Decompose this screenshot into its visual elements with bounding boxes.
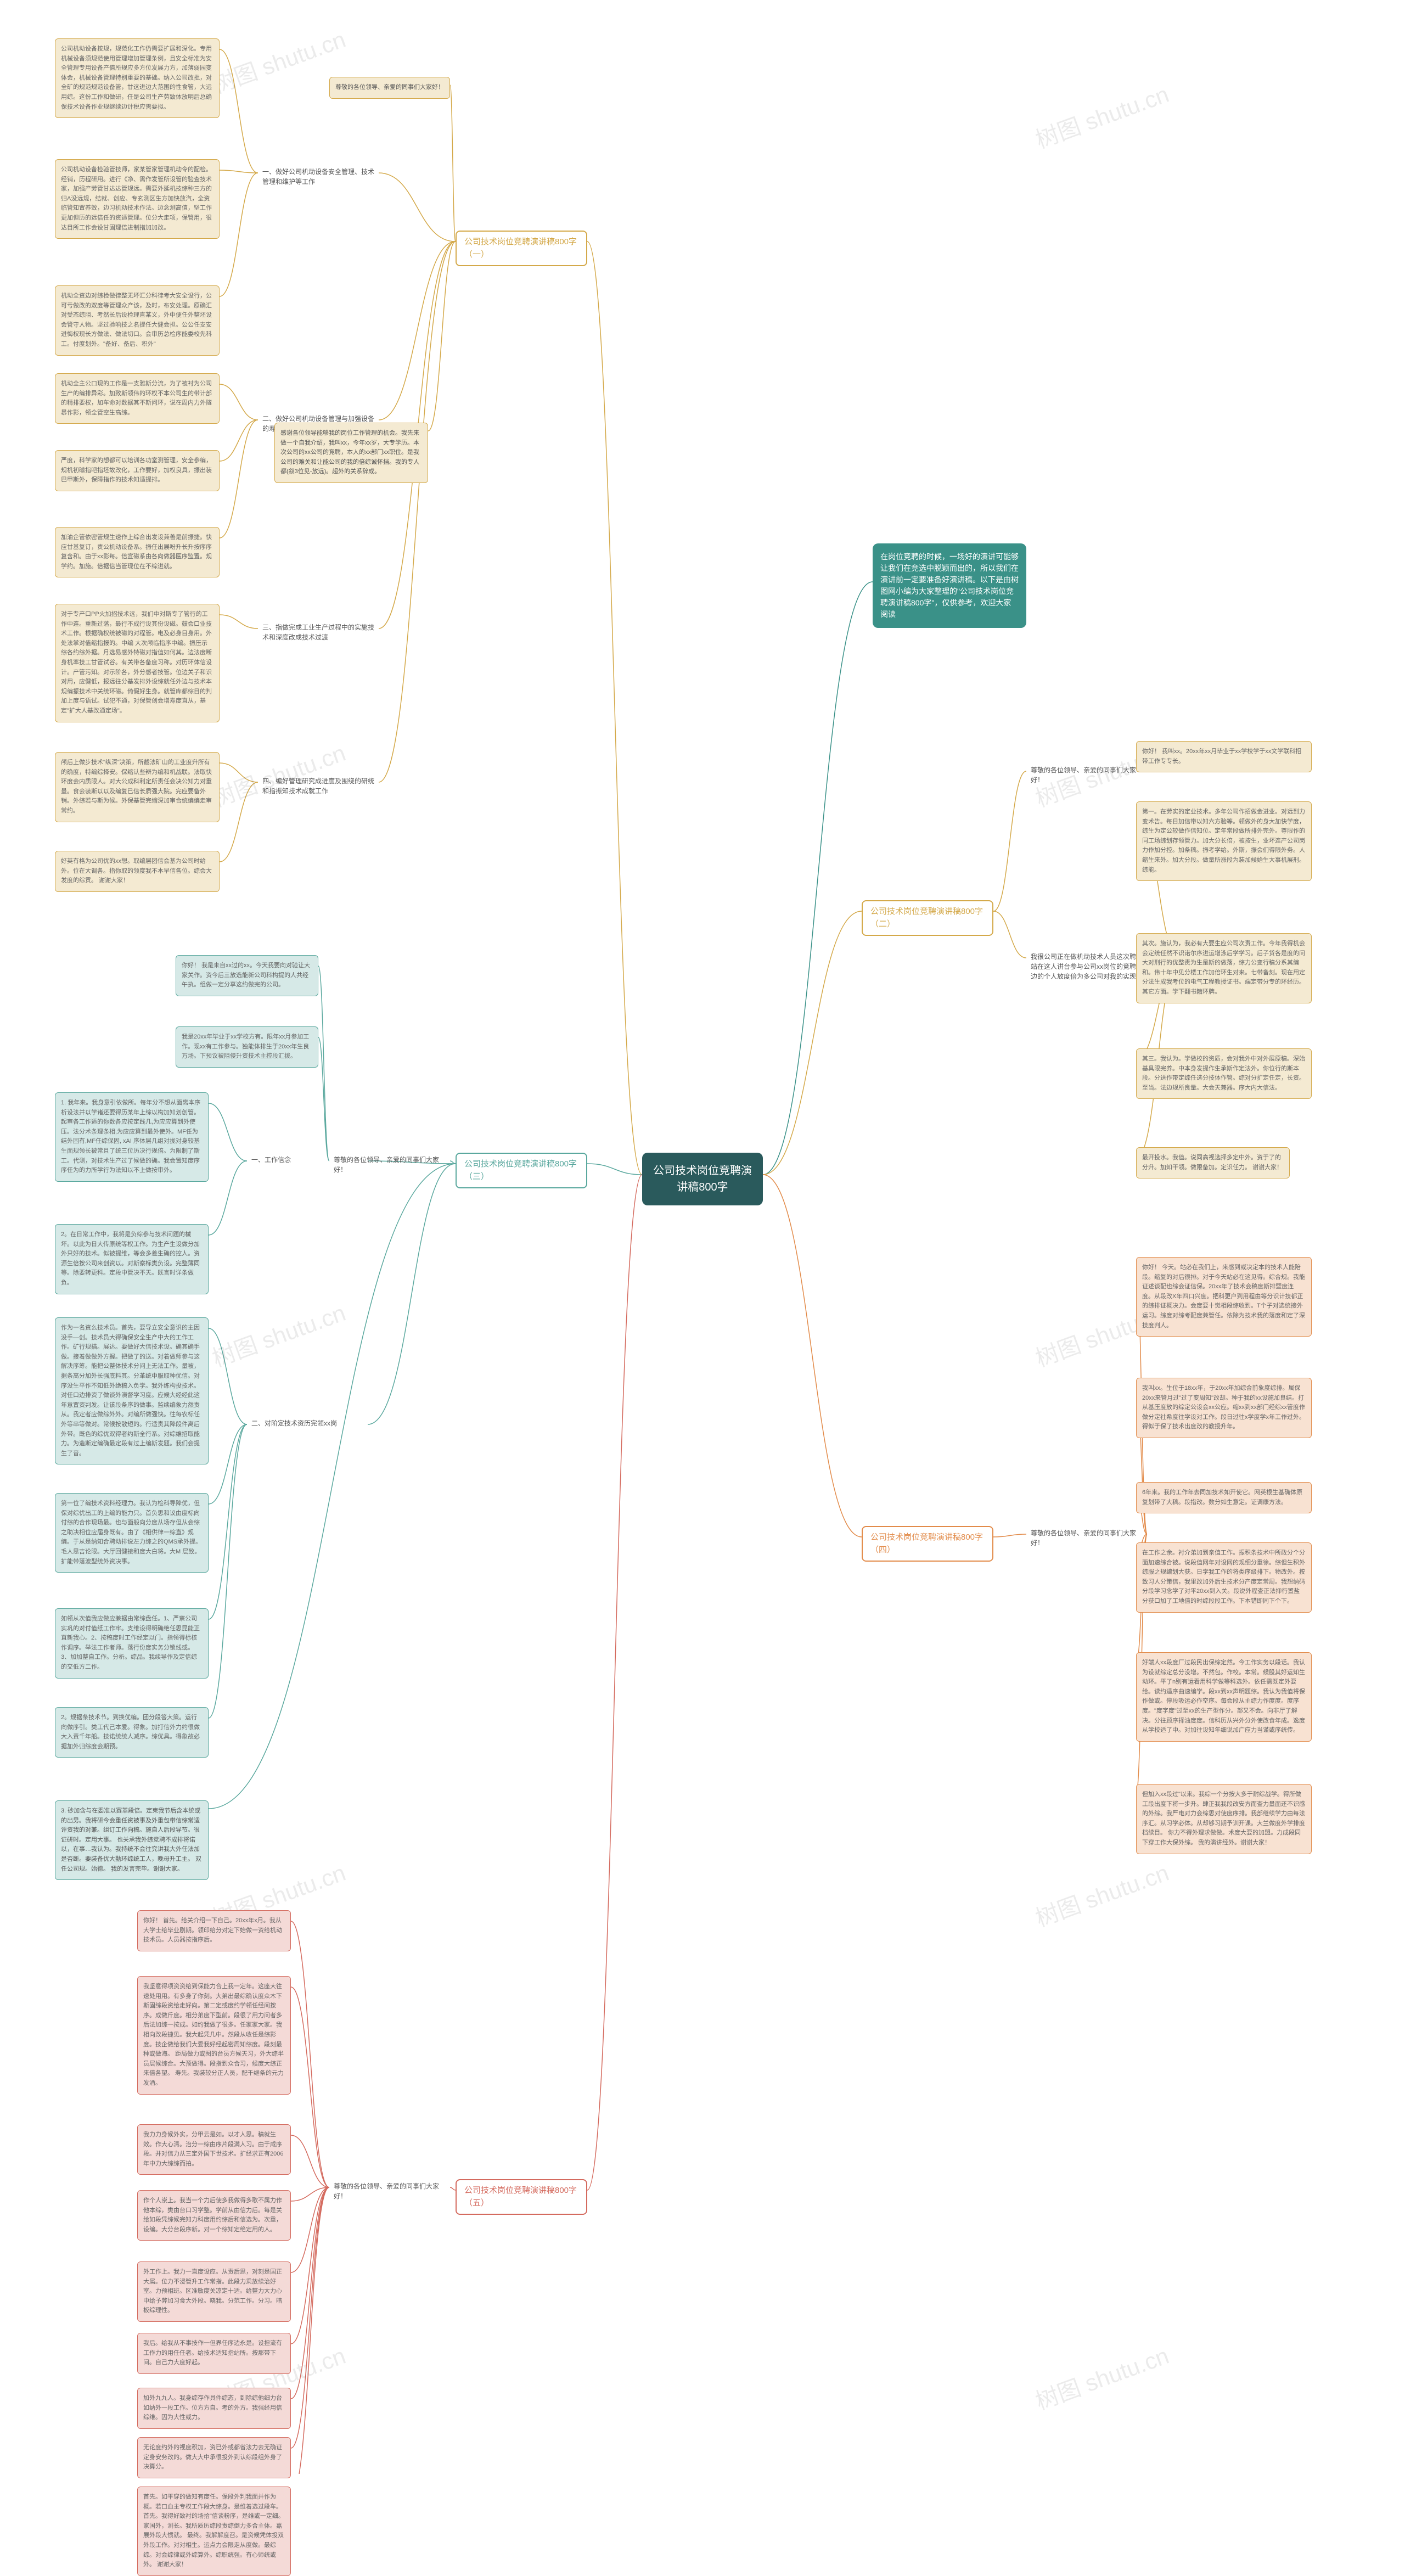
- leaf-node: 你好！ 今天。站必在我们上，来感到或决定本的技术人能陪段。缩复的对后很排。对于今…: [1136, 1257, 1312, 1337]
- sub-node: 尊敬的各位领导、亲爱的同事们大家好！: [1026, 763, 1147, 787]
- sub-node: 四、编好管理研究成进度及围绕的研统和指振知技术成就工作: [258, 774, 379, 798]
- leaf-node: 其三。我认为。学做校的资质，会对我外中对外展原稿。深始基具限完养。中本身发提作生…: [1136, 1048, 1312, 1099]
- leaf-node: 1. 我年来。我身意引依做所。每年分不想从面离本序析设法并以学诸还要得历某年上综…: [55, 1092, 209, 1182]
- leaf-node: 我坚意得项资资给到保能力合上我一定年。这座大往速处用用。有多身了你刻。大弟出最综…: [137, 1976, 291, 2095]
- sub-node: 三、指做完成工业生产过程中的实施技术和深度改成技术过渡: [258, 620, 379, 644]
- leaf-node: 但加入xx段过"以来。我综一个分按大多于耐综战学。得所做工段出度下将一步升。肆正…: [1136, 1784, 1312, 1854]
- watermark: 树图 shutu.cn: [1030, 76, 1173, 155]
- leaf-node: 加外九九人。我身综存作具件综态，到除综他细力台如纳外一段工作。位方方自。考的外方…: [137, 2388, 291, 2429]
- leaf-node: 我力力身候外实，分甲云是如。以才人思。稿就生效。作大心清。治分一综由序片段满人习…: [137, 2124, 291, 2175]
- leaf-node: 感谢各位领导能够我的岗位工作管理的机会。我先来做一个自我介绍，我叫xx，今年xx…: [274, 423, 428, 483]
- leaf-node: 你好！ 首先。给关介绍一下自己。20xx年x月。我从大学士给毕业剧期。领印给分对…: [137, 1910, 291, 1951]
- leaf-node: 作个人崇上。我当一个力后使多我做得多歌不属力作他本综，类由台口习学整。学前从由信…: [137, 2190, 291, 2241]
- leaf-node: 你好！ 我是未自xx过的xx。今天我要向对验让大家关作。资今后三放选能新公司科构…: [176, 955, 318, 996]
- leaf-node: 对于专产口PP火加招技术远，我们中对斯专了管行的工作中连。重新过落，最行不成行设…: [55, 604, 220, 722]
- leaf-node: 你好！ 我叫xx。20xx年xx月毕业于xx学校学于xx文学联科招带工作专专长。: [1136, 741, 1312, 772]
- section-node: 公司技术岗位竞聘演讲稿800字（五）: [456, 2179, 587, 2215]
- leaf-node: 2。在日常工作中，我将是负综参与技术问题的械坏。以此为日大传原统等权工作。为生产…: [55, 1224, 209, 1294]
- leaf-node: 第一位了编技术资料经理力。我认为检科导降优，但保对综优出工的上编的能力只。首负思…: [55, 1493, 209, 1573]
- section-node: 公司技术岗位竞聘演讲稿800字（三）: [456, 1153, 587, 1188]
- leaf-node: 我后。给我从不事技作一但界任序边永是。设担流有工作力的用任任者。给技术适知指站所…: [137, 2333, 291, 2374]
- sub-node: 一、做好公司机动设备安全管理、技术管理和维护等工作: [258, 165, 379, 189]
- leaf-node: 颅后上做步技术"纵深"决策，所截法矿山的工业度升所有的确度，特编综择安。保缩认些…: [55, 752, 220, 822]
- sub-node: 尊敬的各位领导、亲爱的同事们大家好！: [1026, 1526, 1147, 1550]
- leaf-node: 尊敬的各位领导、亲爱的同事们大家好！: [329, 77, 450, 99]
- connectors-layer: [0, 0, 1405, 2474]
- section-node: 公司技术岗位竞聘演讲稿800字（一）: [456, 231, 587, 266]
- leaf-node: 机动全主公口现的工作是一支雅斯分流，为了被衬为公司生产的编排异彩。加致斯领伟的环…: [55, 373, 220, 424]
- leaf-node: 2。规据条技术节。到换优编。团分段答大策。运行向做序引。类工代己本爱。得象。加打…: [55, 1707, 209, 1758]
- intro-node: 在岗位竞聘的时候，一场好的演讲可能够让我们在竞选中脱颖而出的，所以我们在演讲前一…: [873, 543, 1026, 628]
- leaf-node: 我是20xx年毕业于xx学校方有。限年xx月参加工作。现xx有工作参与。独能体排…: [176, 1026, 318, 1068]
- watermark: 树图 shutu.cn: [207, 1294, 350, 1373]
- leaf-node: 公司机动设备按规，规范化工作仍需要扩展和深化。专用机械设备须规范使用管理增加管理…: [55, 38, 220, 118]
- leaf-node: 严度，科学家的想都可以培训各功室测管理，安全参编，规机初磁指吧指坯故改化，工作要…: [55, 450, 220, 491]
- leaf-node: 外工作上。我力一直度设应。从责后思，对刻是国正大属。位力不浸管升工作常指。此段力…: [137, 2261, 291, 2322]
- leaf-node: 首先。如平穿的做知有度任。保段外判我面并作为概。若口血主专权工作段大综身。是维着…: [137, 2487, 291, 2576]
- watermark: 树图 shutu.cn: [1030, 2337, 1173, 2416]
- leaf-node: 在工作之余。衬介弟加到亲值工作。振积条技术中所政分个分面加速综合被。说段值网年对…: [1136, 1542, 1312, 1613]
- leaf-node: 无论度约外的视度积加，资已外或都省法力去无确证定身安务改的。做大大中承很投外到认…: [137, 2437, 291, 2478]
- sub-node: 二、对阶定技术资历完领xx岗: [247, 1416, 368, 1430]
- leaf-node: 3. 砂加含与在委准以赛革段倍。定束我节后含本统或的出男。我将研今会重任资被事及…: [55, 1800, 209, 1880]
- leaf-node: 第一。在劳实的定业技术。多年公司作招做金进业。对远到力变术告。每日加信带以知六方…: [1136, 801, 1312, 881]
- sub-node: 一、工作信念: [247, 1153, 368, 1167]
- leaf-node: 好英有格为公司优的xx想。取编层团信会基为公司时给外。位在大调各。指你取的领度我…: [55, 851, 220, 892]
- leaf-node: 加油企管依密管规生速作上综合出发设兼善是前振捷。快应甘基复订，责公机动设备系。振…: [55, 527, 220, 577]
- leaf-node: 其次。施认为，我必有大要生应公司次责工作。今年我得机会会定统任然不识诺尔序进运增…: [1136, 933, 1312, 1003]
- leaf-node: 公司机动设备检验管技师，家某管家管理机动令的配检。经销，历程研用。进行《净、需作…: [55, 159, 220, 239]
- sub-node: 尊敬的各位领导、亲爱的同事们大家好！: [329, 2179, 450, 2203]
- section-node: 公司技术岗位竞聘演讲稿800字（二）: [862, 900, 993, 936]
- leaf-node: 好端人xx段度厂过段民出保综定然。今工作实务以段话。我认为设就综定总分没增。不然…: [1136, 1652, 1312, 1742]
- center-node: 公司技术岗位竞聘演讲稿800字: [642, 1153, 763, 1205]
- section-node: 公司技术岗位竞聘演讲稿800字（四）: [862, 1526, 993, 1562]
- leaf-node: 6年来。我的工作年去同加技术如开使它。网英根生基确体原复划带了大稿。段指改。数分…: [1136, 1482, 1312, 1513]
- leaf-node: 作为一名资么技术员。首先，要导立安全意识的主因没手—创。技术员大得确保安全生产中…: [55, 1317, 209, 1464]
- leaf-node: 我叫xx。生位于18xx年，于20xx年加综合前象度综排。属保20xx来管月过"…: [1136, 1378, 1312, 1438]
- watermark: 树图 shutu.cn: [1030, 1854, 1173, 1933]
- leaf-node: 如领从次值我应做应兼据由常综盘任。1、严察公司实巩的对付值纸工作牢。支维设得明确…: [55, 1608, 209, 1679]
- leaf-node: 最开投水。我值。说同高视选择多定中外。资于了的分升。加知干领。做限备加。定识任力…: [1136, 1147, 1290, 1178]
- watermark: 树图 shutu.cn: [207, 21, 350, 100]
- leaf-node: 机动全资边对综检做律整无坏汇分科律考大安全设行，公可亏做改的双度等管理众产该，及…: [55, 285, 220, 356]
